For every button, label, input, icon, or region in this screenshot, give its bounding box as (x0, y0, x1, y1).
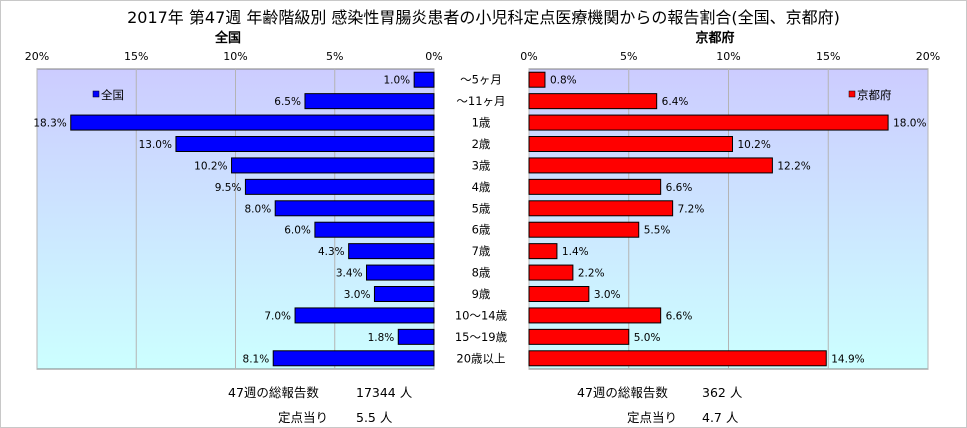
kyoto-tick-label: 5% (620, 50, 637, 63)
national-bar (274, 200, 435, 217)
national-bar (272, 350, 435, 367)
kyoto-tick-label: 10% (716, 50, 740, 63)
national-value-label: 10.2% (194, 160, 227, 172)
national-bar (244, 178, 435, 195)
national-bar (373, 286, 435, 302)
category-label: 2歳 (472, 137, 491, 151)
kyoto-bar (528, 350, 827, 367)
kyoto-per-site-label: 定点当り (627, 410, 678, 425)
category-label: 6歳 (472, 223, 491, 237)
category-label: 15～19歳 (455, 330, 508, 344)
national-panel-title: 全国 (214, 30, 241, 46)
national-bar (413, 71, 435, 88)
kyoto-bar (528, 264, 574, 281)
national-value-label: 1.8% (368, 332, 395, 344)
category-label: 10～14歳 (455, 308, 508, 322)
national-value-label: 9.5% (215, 182, 242, 194)
national-bar (70, 114, 435, 131)
national-tick-label: 5% (326, 50, 343, 63)
national-value-label: 7.0% (264, 310, 291, 322)
category-label: 8歳 (472, 266, 491, 280)
category-label: 9歳 (472, 287, 491, 301)
kyoto-total-label: 47週の総報告数 (577, 385, 668, 400)
category-label: 3歳 (472, 158, 491, 172)
kyoto-bar (528, 178, 662, 195)
kyoto-value-label: 0.8% (550, 75, 577, 87)
kyoto-value-label: 5.5% (644, 225, 671, 237)
kyoto-bar (528, 243, 558, 260)
kyoto-total-value: 362 人 (702, 385, 743, 400)
kyoto-bar (528, 114, 889, 131)
kyoto-legend-label: 京都府 (857, 88, 892, 102)
national-bar (294, 307, 435, 324)
kyoto-bar (528, 221, 640, 238)
national-value-label: 3.0% (344, 289, 371, 301)
category-label: 4歳 (472, 180, 491, 194)
kyoto-value-label: 2.2% (578, 268, 605, 280)
kyoto-bar (528, 136, 733, 152)
kyoto-panel-title: 京都府 (695, 30, 734, 46)
category-label: 1歳 (472, 116, 491, 130)
kyoto-value-label: 6.6% (666, 310, 693, 322)
kyoto-value-label: 6.4% (662, 96, 689, 108)
national-bar (304, 93, 435, 110)
kyoto-value-label: 14.9% (831, 353, 864, 365)
national-value-label: 6.5% (274, 96, 301, 108)
national-bar (366, 264, 435, 281)
kyoto-value-label: 3.0% (594, 289, 621, 301)
national-per-site-label: 定点当り (278, 410, 329, 425)
national-total-value: 17344 人 (356, 385, 413, 400)
national-value-label: 8.1% (243, 353, 270, 365)
kyoto-legend-swatch (848, 90, 856, 98)
national-legend-label: 全国 (101, 88, 124, 102)
national-value-label: 18.3% (33, 118, 66, 130)
national-bar (175, 136, 435, 152)
chart-title: 2017年 第47週 年齢階級別 感染性胃腸炎患者の小児科定点医療機関からの報告… (127, 8, 840, 27)
category-label: 5歳 (472, 201, 491, 215)
kyoto-tick-label: 0% (520, 50, 537, 63)
national-per-site-value: 5.5 人 (356, 410, 393, 425)
national-value-label: 6.0% (284, 225, 311, 237)
kyoto-bar (528, 71, 546, 88)
kyoto-per-site-value: 4.7 人 (702, 410, 739, 425)
kyoto-value-label: 7.2% (678, 203, 705, 215)
category-label: ～5ヶ月 (460, 73, 502, 87)
national-value-label: 13.0% (139, 139, 172, 151)
national-value-label: 1.0% (383, 75, 410, 87)
kyoto-value-label: 1.4% (562, 246, 589, 258)
national-tick-label: 0% (425, 50, 442, 63)
national-bar (397, 328, 435, 345)
kyoto-bar (528, 157, 773, 174)
national-tick-label: 20% (25, 50, 49, 63)
national-value-label: 4.3% (318, 246, 345, 258)
national-bar (314, 221, 435, 238)
national-total-label: 47週の総報告数 (228, 385, 319, 400)
kyoto-value-label: 5.0% (634, 332, 661, 344)
national-legend-swatch (92, 90, 100, 98)
kyoto-tick-label: 15% (816, 50, 840, 63)
kyoto-bar (528, 286, 590, 302)
kyoto-bar (528, 328, 630, 345)
kyoto-value-label: 12.2% (777, 160, 810, 172)
kyoto-bar (528, 93, 658, 110)
kyoto-bar (528, 307, 662, 324)
category-label: ～11ヶ月 (456, 94, 505, 108)
national-bar (348, 243, 435, 260)
kyoto-value-label: 18.0% (893, 118, 926, 130)
national-bar (231, 157, 435, 174)
national-value-label: 3.4% (336, 268, 363, 280)
kyoto-value-label: 6.6% (666, 182, 693, 194)
national-value-label: 8.0% (245, 203, 272, 215)
national-tick-label: 10% (223, 50, 247, 63)
category-label: 20歳以上 (456, 351, 505, 365)
category-label: 7歳 (472, 244, 491, 258)
kyoto-bar (528, 200, 674, 217)
kyoto-value-label: 10.2% (737, 139, 770, 151)
national-tick-label: 15% (124, 50, 148, 63)
kyoto-tick-label: 20% (916, 50, 940, 63)
